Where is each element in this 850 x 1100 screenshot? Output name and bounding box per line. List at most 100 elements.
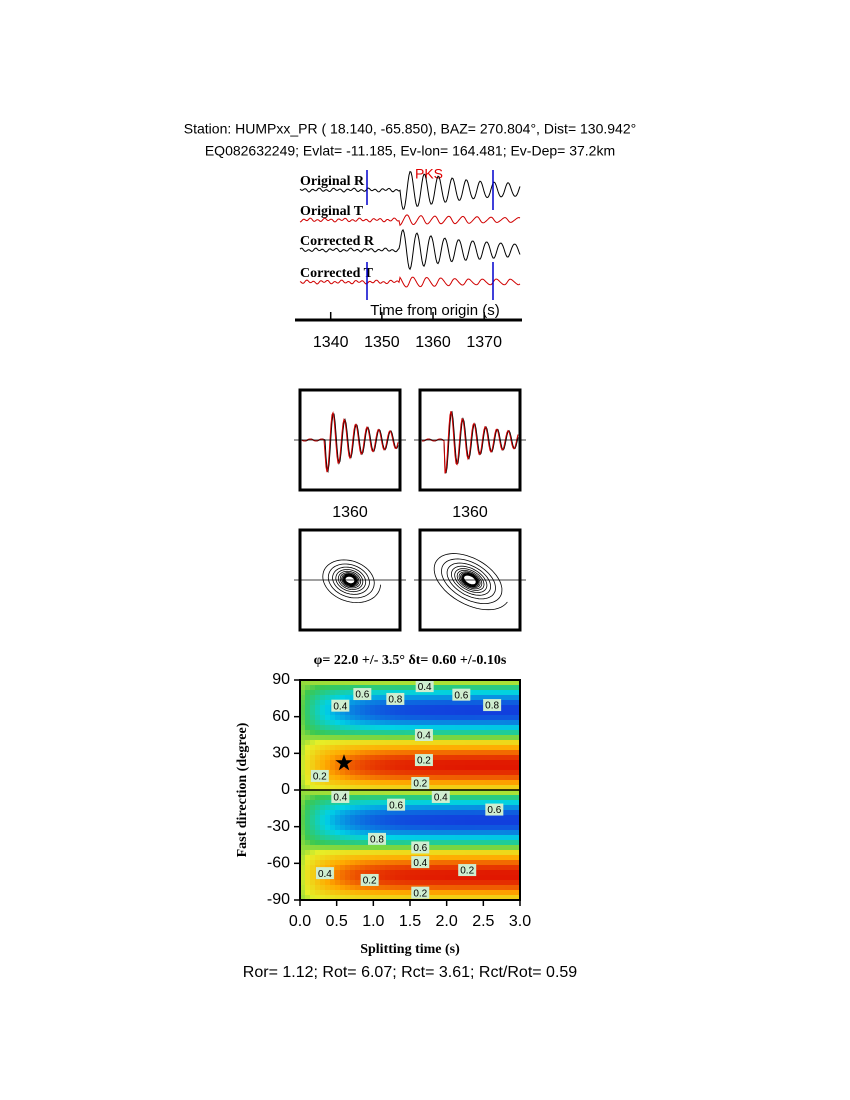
misfit-cell	[445, 755, 451, 761]
misfit-cell	[375, 735, 381, 741]
misfit-cell	[350, 685, 356, 691]
misfit-cell	[480, 770, 486, 776]
misfit-cell	[305, 835, 311, 841]
misfit-cell	[415, 695, 421, 701]
misfit-cell	[340, 880, 346, 886]
misfit-cell	[440, 705, 446, 711]
misfit-cell	[515, 735, 521, 741]
misfit-cell	[345, 880, 351, 886]
misfit-cell	[345, 695, 351, 701]
misfit-cell	[395, 870, 401, 876]
misfit-cell	[485, 860, 491, 866]
misfit-cell	[450, 710, 456, 716]
misfit-cell	[325, 810, 331, 816]
misfit-cell	[390, 735, 396, 741]
misfit-cell	[325, 730, 331, 736]
misfit-cell	[335, 785, 341, 791]
misfit-cell	[495, 735, 501, 741]
misfit-cell	[355, 790, 361, 796]
misfit-cell	[380, 710, 386, 716]
misfit-cell	[360, 760, 366, 766]
misfit-cell	[455, 840, 461, 846]
misfit-cell	[440, 870, 446, 876]
misfit-cell	[450, 870, 456, 876]
misfit-cell	[485, 875, 491, 881]
misfit-cell	[350, 720, 356, 726]
misfit-cell	[415, 825, 421, 831]
misfit-cell	[460, 825, 466, 831]
misfit-cell	[380, 760, 386, 766]
misfit-cell	[355, 825, 361, 831]
misfit-cell	[465, 680, 471, 686]
misfit-cell	[430, 765, 436, 771]
misfit-cell	[305, 705, 311, 711]
misfit-cell	[310, 840, 316, 846]
misfit-cell	[410, 750, 416, 756]
misfit-cell	[485, 835, 491, 841]
misfit-cell	[385, 785, 391, 791]
misfit-cell	[400, 715, 406, 721]
misfit-cell	[355, 760, 361, 766]
misfit-cell	[405, 740, 411, 746]
misfit-cell	[330, 745, 336, 751]
misfit-cell	[465, 835, 471, 841]
contour-label-box	[411, 856, 430, 869]
misfit-cell	[460, 735, 466, 741]
misfit-cell	[475, 895, 481, 901]
contour-label: 0.6	[487, 805, 501, 816]
misfit-cell	[315, 740, 321, 746]
misfit-cell	[350, 775, 356, 781]
misfit-cell	[320, 855, 326, 861]
misfit-cell	[440, 770, 446, 776]
y-tick-label: -30	[267, 818, 290, 835]
misfit-cell	[305, 840, 311, 846]
misfit-cell	[515, 875, 521, 881]
misfit-cell	[400, 890, 406, 896]
misfit-cell	[470, 750, 476, 756]
misfit-cell	[495, 800, 501, 806]
misfit-cell	[325, 835, 331, 841]
trace-label: Original T	[300, 204, 364, 219]
misfit-cell	[315, 885, 321, 891]
misfit-cell	[500, 760, 506, 766]
misfit-cell	[485, 830, 491, 836]
misfit-cell	[350, 785, 356, 791]
misfit-cell	[490, 735, 496, 741]
misfit-cell	[370, 845, 376, 851]
misfit-cell	[395, 785, 401, 791]
misfit-cell	[340, 775, 346, 781]
misfit-cell	[350, 710, 356, 716]
contour-label: 0.4	[318, 869, 332, 880]
misfit-cell	[380, 735, 386, 741]
misfit-cell	[515, 785, 521, 791]
misfit-cell	[385, 845, 391, 851]
misfit-cell	[445, 885, 451, 891]
misfit-cell	[405, 815, 411, 821]
misfit-cell	[470, 725, 476, 731]
misfit-cell	[475, 835, 481, 841]
misfit-cell	[430, 835, 436, 841]
misfit-cell	[445, 865, 451, 871]
misfit-cell	[345, 810, 351, 816]
misfit-cell	[350, 780, 356, 786]
misfit-cell	[335, 825, 341, 831]
misfit-cell	[320, 680, 326, 686]
misfit-cell	[415, 705, 421, 711]
misfit-cell	[460, 830, 466, 836]
misfit-cell	[350, 760, 356, 766]
misfit-cell	[440, 715, 446, 721]
misfit-cell	[375, 785, 381, 791]
misfit-cell	[390, 760, 396, 766]
misfit-cell	[435, 760, 441, 766]
misfit-cell	[365, 715, 371, 721]
misfit-cell	[350, 705, 356, 711]
misfit-cell	[325, 695, 331, 701]
misfit-cell	[495, 745, 501, 751]
misfit-cell	[470, 730, 476, 736]
misfit-cell	[480, 765, 486, 771]
misfit-cell	[435, 740, 441, 746]
contour-label: 0.6	[454, 690, 468, 701]
misfit-cell	[445, 815, 451, 821]
misfit-cell	[380, 720, 386, 726]
contour-label: 0.4	[333, 793, 347, 804]
